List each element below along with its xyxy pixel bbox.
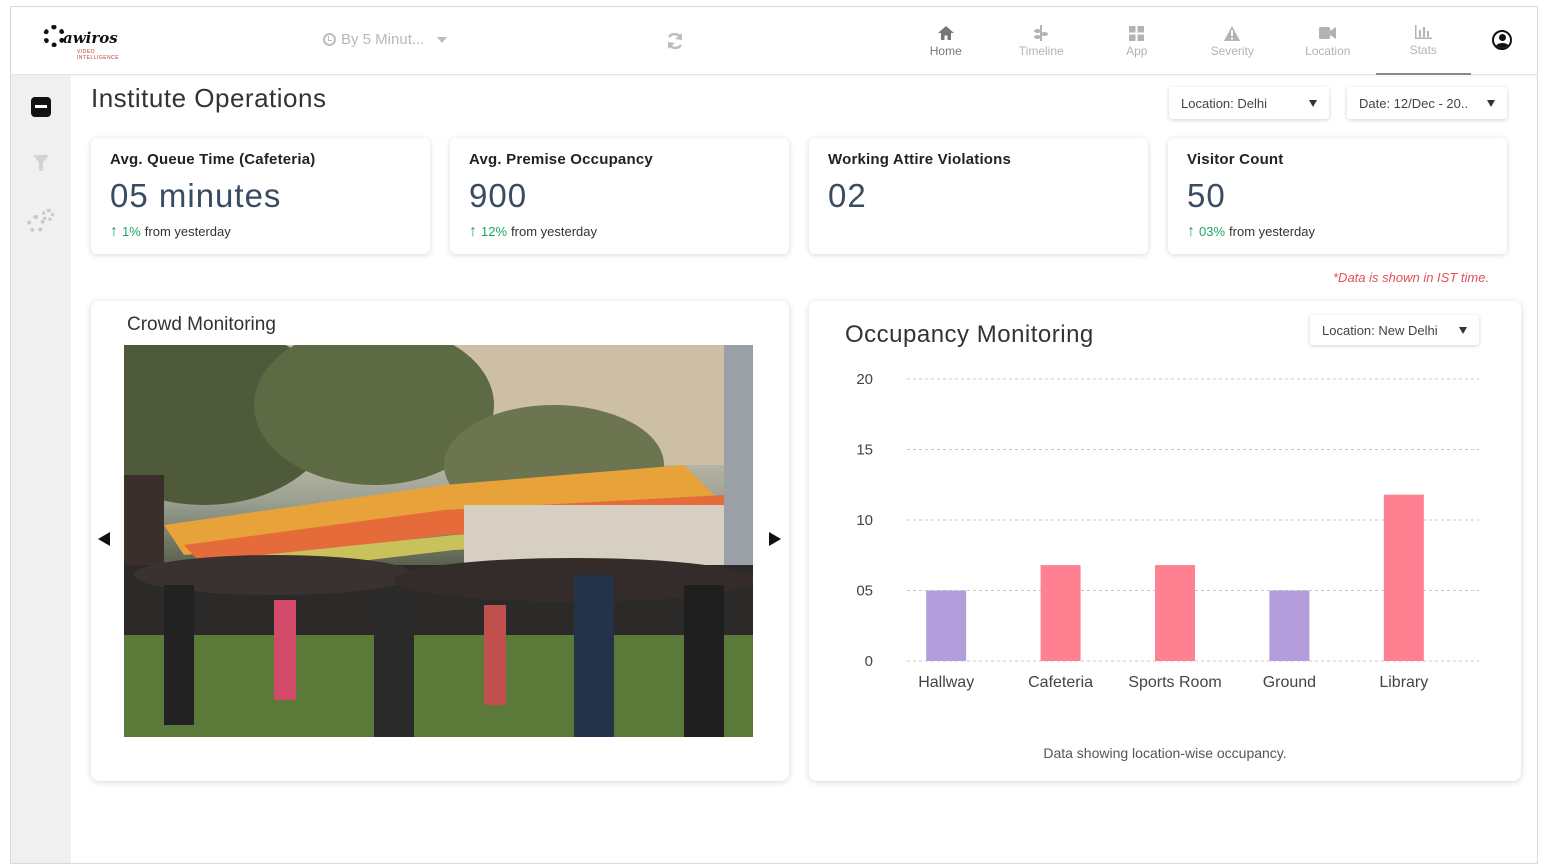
kpi-change: ↑ 03% from yesterday — [1187, 222, 1488, 240]
arrow-up-icon: ↑ — [469, 222, 477, 240]
kpi-value: 02 — [828, 177, 867, 214]
kpi-change: ↑ 12% from yesterday — [469, 222, 770, 240]
arrow-up-icon: ↑ — [1187, 222, 1195, 240]
previous-arrow-icon[interactable] — [98, 532, 110, 546]
kpi-title: Visitor Count — [1187, 151, 1284, 168]
video-camera-icon — [1319, 24, 1337, 42]
nav-stats[interactable]: Stats — [1375, 7, 1471, 75]
bar-chart-icon — [1414, 23, 1432, 41]
kpi-change-suffix: from yesterday — [1229, 224, 1316, 239]
kpi-card-queue-time: Avg. Queue Time (Cafeteria) 05 minutes ↑… — [91, 138, 430, 254]
kpi-change-percent: 03% — [1199, 224, 1226, 239]
date-filter-dropdown[interactable]: Date: 12/Dec - 20.. — [1347, 87, 1507, 119]
refresh-icon[interactable] — [665, 31, 685, 51]
gear-small-icon — [42, 209, 54, 221]
bar-hallway[interactable] — [926, 590, 967, 662]
kpi-value: 900 — [469, 177, 528, 214]
top-bar: awiros VIDEO INTELLIGENCE By 5 Minut... … — [11, 7, 1537, 75]
sidebar — [11, 75, 71, 863]
nav-severity-label: Severity — [1210, 44, 1254, 58]
kpi-card-premise-occupancy: Avg. Premise Occupancy 900 ↑ 12% from ye… — [450, 138, 789, 254]
kpi-change-suffix: from yesterday — [144, 224, 231, 239]
bar-library[interactable] — [1383, 494, 1424, 661]
arrow-up-icon: ↑ — [110, 222, 118, 240]
next-arrow-icon[interactable] — [769, 532, 781, 546]
nav-home[interactable]: Home — [898, 7, 994, 75]
occupancy-location-label: Location: New Delhi — [1322, 322, 1438, 338]
chevron-down-icon — [437, 36, 448, 43]
occupancy-panel-title: Occupancy Monitoring — [845, 321, 1094, 348]
x-tick-label: Sports Room — [1128, 674, 1221, 691]
filter-icon[interactable] — [33, 155, 49, 171]
ist-time-note: *Data is shown in IST time. — [1333, 270, 1490, 285]
kpi-title: Avg. Queue Time (Cafeteria) — [110, 151, 316, 168]
caret-down-icon — [1459, 326, 1467, 334]
app-grid-icon — [1129, 24, 1145, 42]
kpi-title: Working Attire Violations — [828, 151, 1012, 168]
nav-app[interactable]: App — [1089, 7, 1185, 75]
app-window: awiros VIDEO INTELLIGENCE By 5 Minut... … — [10, 6, 1538, 864]
nav-timeline[interactable]: Timeline — [994, 7, 1090, 75]
x-tick-label: Library — [1379, 674, 1428, 691]
caret-down-icon — [1309, 99, 1317, 107]
caret-down-icon — [1487, 99, 1495, 107]
kpi-value: 05 minutes — [110, 177, 282, 214]
bar-ground[interactable] — [1269, 590, 1310, 662]
page-title: Institute Operations — [91, 83, 327, 113]
nav-severity[interactable]: Severity — [1185, 7, 1281, 75]
date-filter-label: Date: 12/Dec - 20.. — [1359, 95, 1469, 111]
interval-select[interactable]: By 5 Minut... — [323, 31, 448, 48]
crowd-camera-image — [124, 345, 753, 737]
bar-cafeteria[interactable] — [1040, 565, 1081, 661]
kpi-change-percent: 12% — [481, 224, 508, 239]
x-tick-label: Ground — [1263, 674, 1316, 691]
nav-home-label: Home — [929, 44, 962, 58]
nav-location[interactable]: Location — [1280, 7, 1376, 75]
occupancy-monitoring-panel: Occupancy Monitoring Location: New Delhi… — [809, 301, 1521, 781]
chart-caption: Data showing location-wise occupancy. — [1043, 745, 1287, 761]
y-tick-label: 05 — [856, 583, 873, 600]
kpi-change-percent: 1% — [122, 224, 141, 239]
logo-tagline: VIDEO INTELLIGENCE — [77, 49, 120, 61]
home-icon — [937, 24, 954, 42]
x-tick-label: Hallway — [918, 674, 974, 691]
settings-gears-icon[interactable] — [27, 209, 55, 235]
occupancy-location-dropdown[interactable]: Location: New Delhi — [1310, 315, 1479, 345]
warning-icon — [1224, 24, 1241, 42]
crowd-monitoring-panel: Crowd Monitoring — [91, 301, 789, 781]
location-filter-label: Location: Delhi — [1181, 95, 1267, 111]
interval-label: By 5 Minut... — [341, 31, 425, 48]
y-tick-label: 10 — [856, 512, 873, 529]
kpi-title: Avg. Premise Occupancy — [469, 151, 653, 168]
kpi-card-attire-violations: Working Attire Violations 02 — [809, 138, 1148, 254]
nav-app-label: App — [1126, 44, 1148, 58]
nav-stats-label: Stats — [1409, 43, 1437, 57]
crowd-panel-title: Crowd Monitoring — [127, 314, 276, 335]
occupancy-bar-chart: 0 05 10 15 20 Hallway Cafeteria Sports Room Grou… — [856, 371, 1479, 691]
collapse-icon[interactable] — [31, 97, 51, 117]
kpi-value: 50 — [1187, 177, 1226, 214]
x-tick-label: Cafeteria — [1028, 674, 1093, 691]
kpi-change-suffix: from yesterday — [511, 224, 598, 239]
kpi-change: ↑ 1% from yesterday — [110, 222, 411, 240]
y-tick-label: 20 — [856, 371, 873, 388]
user-account-icon[interactable] — [1492, 30, 1512, 50]
gear-large-icon — [27, 215, 45, 233]
logo-text: awiros — [63, 29, 118, 47]
timeline-icon — [1034, 24, 1049, 42]
y-tick-label: 15 — [856, 442, 873, 459]
logo-gear-icon — [43, 25, 65, 47]
nav-location-label: Location — [1305, 44, 1351, 58]
main-nav: Home Timeline App Severity — [898, 7, 1471, 75]
crowd-scene-illustration — [124, 345, 753, 737]
nav-timeline-label: Timeline — [1018, 44, 1064, 58]
location-filter-dropdown[interactable]: Location: Delhi — [1169, 87, 1329, 119]
brand-logo[interactable]: awiros VIDEO INTELLIGENCE — [43, 23, 133, 61]
y-tick-label: 0 — [865, 653, 873, 670]
kpi-card-visitor-count: Visitor Count 50 ↑ 03% from yesterday — [1168, 138, 1507, 254]
clock-icon — [323, 33, 336, 46]
bar-sports-room[interactable] — [1155, 565, 1195, 661]
